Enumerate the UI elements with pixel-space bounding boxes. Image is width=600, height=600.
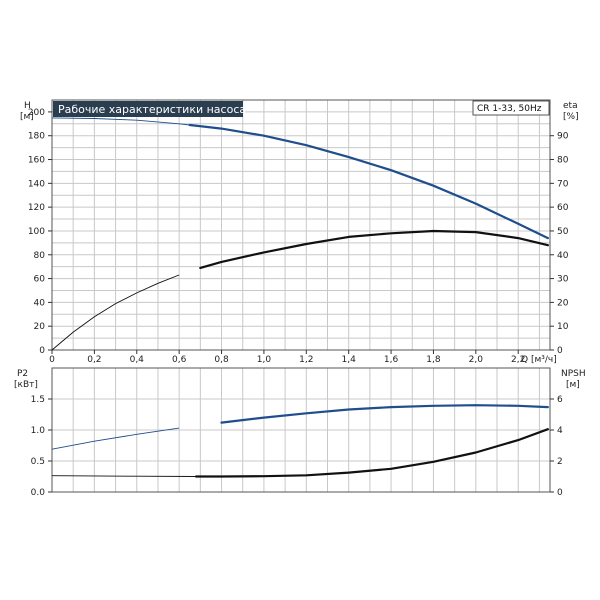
lower-right-ticks: 0 2 4 6: [550, 395, 563, 498]
lower-series-1-extended: [51, 475, 197, 477]
lower-left-tick-label: 0.5: [31, 457, 45, 467]
y-right-label-npsh: NPSH: [561, 369, 586, 379]
lower-series-0-operating: [220, 404, 549, 424]
upper-right-ticks: 0 10 20 30 40 50 60 70 80 90: [550, 132, 569, 356]
y-left-unit-h: [м]: [20, 112, 34, 122]
y-right-unit-npsh: [м]: [566, 380, 580, 390]
y-left-label-h: H: [24, 101, 31, 111]
upper-right-tick-label: 40: [557, 251, 569, 261]
lower-series-0-extended: [51, 427, 180, 450]
x-tick-label: 0,8: [214, 355, 229, 365]
upper-grid: [51, 99, 550, 351]
lower-grid: [51, 367, 550, 493]
x-tick-label: 0,6: [172, 355, 187, 365]
lower-left-tick-label: 1.0: [31, 426, 46, 436]
model-label-box: [472, 100, 550, 116]
x-tick-label: 0: [49, 355, 55, 365]
y-left-label-p2: P2: [17, 369, 28, 379]
lower-right-tick-label: 6: [557, 395, 563, 405]
upper-right-tick-label: 60: [557, 203, 569, 213]
upper-series-0-operating: [188, 123, 549, 240]
chart-title-box: [53, 101, 243, 117]
upper-x-ticks: 0 0,2 0,4 0,6 0,8 1,0 1,2 1,4 1,6 1,8 2,0 2,2: [49, 350, 525, 365]
lower-left-tick-label: 1.5: [31, 395, 45, 405]
upper-right-tick-label: 70: [557, 179, 569, 189]
lower-right-tick-label: 4: [557, 426, 563, 436]
upper-left-tick-label: 100: [28, 227, 45, 237]
upper-left-tick-label: 40: [34, 298, 46, 308]
upper-left-ticks: 0 20 40 60 80 100 120 140 160 180 200: [28, 108, 52, 356]
upper-left-tick-label: 80: [34, 251, 46, 261]
upper-right-tick-label: 20: [557, 298, 569, 308]
lower-series: [51, 404, 549, 478]
lower-right-tick-label: 0: [557, 488, 563, 498]
lower-series-1-operating: [195, 428, 549, 478]
upper-series-1-extended: [51, 274, 180, 351]
x-tick-label: 1,4: [342, 355, 357, 365]
chart-title: Рабочие характеристики насоса: [58, 103, 246, 116]
y-right-unit-eta: [%]: [563, 112, 579, 122]
x-tick-label: 1,6: [384, 355, 399, 365]
upper-right-tick-label: 10: [557, 322, 569, 332]
upper-series: [51, 117, 549, 351]
upper-right-tick-label: 30: [557, 275, 569, 285]
x-axis-label: Q [м³/ч]: [521, 355, 557, 365]
upper-right-tick-label: 0: [557, 346, 563, 356]
upper-left-tick-label: 180: [28, 132, 45, 142]
upper-right-tick-label: 50: [557, 227, 569, 237]
upper-right-tick-label: 80: [557, 156, 569, 166]
upper-left-tick-label: 160: [28, 156, 45, 166]
x-tick-label: 2,0: [469, 355, 484, 365]
x-tick-label: 2,2: [511, 355, 525, 365]
upper-series-1-operating: [199, 229, 549, 269]
x-tick-label: 1,8: [426, 355, 441, 365]
lower-right-tick-label: 2: [557, 457, 563, 467]
upper-right-tick-label: 90: [557, 132, 569, 142]
lower-left-ticks: 0.0 0.5 1.0 1.5: [31, 395, 52, 498]
upper-plot-frame: [51, 99, 551, 351]
x-tick-label: 0,2: [87, 355, 101, 365]
upper-left-tick-label: 20: [34, 322, 46, 332]
x-tick-label: 1,2: [299, 355, 313, 365]
x-tick-label: 1,0: [257, 355, 272, 365]
x-tick-label: 0,4: [130, 355, 145, 365]
y-right-label-eta: eta: [563, 101, 578, 111]
lower-left-tick-label: 0.0: [31, 488, 46, 498]
upper-left-tick-label: 0: [39, 346, 45, 356]
upper-left-tick-label: 60: [34, 275, 46, 285]
upper-left-tick-label: 120: [28, 203, 45, 213]
upper-left-tick-label: 140: [28, 179, 45, 189]
upper-series-0-extended: [51, 117, 190, 126]
y-left-unit-p2: [кВт]: [14, 380, 38, 390]
upper-left-tick-label: 200: [28, 108, 45, 118]
model-label: CR 1-33, 50Hz: [477, 104, 542, 114]
